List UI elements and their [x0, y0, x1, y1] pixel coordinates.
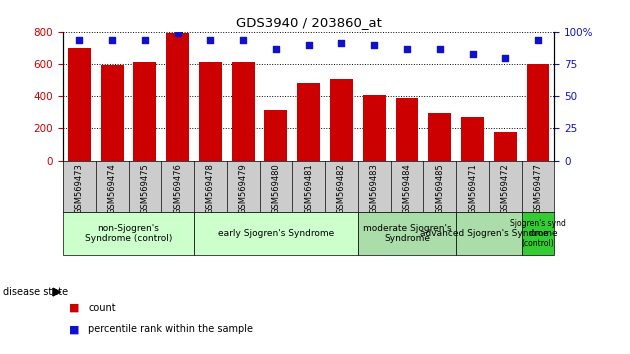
Point — [467, 51, 478, 57]
Text: GSM569472: GSM569472 — [501, 163, 510, 214]
Text: Sjogren's synd
rome
(control): Sjogren's synd rome (control) — [510, 218, 566, 249]
Point — [402, 46, 412, 51]
Bar — [363, 95, 386, 160]
Bar — [330, 79, 353, 160]
Title: GDS3940 / 203860_at: GDS3940 / 203860_at — [236, 16, 382, 29]
Bar — [297, 83, 320, 160]
Text: disease state: disease state — [3, 287, 68, 297]
Text: GSM569479: GSM569479 — [239, 163, 248, 214]
Bar — [232, 62, 255, 160]
Bar — [494, 132, 517, 160]
Text: GSM569478: GSM569478 — [206, 163, 215, 214]
Text: GSM569476: GSM569476 — [173, 163, 182, 214]
Bar — [166, 34, 189, 160]
Point — [238, 37, 248, 42]
Point — [107, 37, 117, 42]
Text: GSM569482: GSM569482 — [337, 163, 346, 214]
Text: GSM569484: GSM569484 — [403, 163, 411, 214]
Point — [435, 46, 445, 51]
Text: GSM569483: GSM569483 — [370, 163, 379, 214]
Bar — [358, 212, 456, 255]
Point — [369, 42, 379, 47]
Bar — [199, 62, 222, 160]
Text: GSM569473: GSM569473 — [75, 163, 84, 214]
Point — [74, 37, 84, 42]
Point — [173, 30, 183, 36]
Text: GSM569481: GSM569481 — [304, 163, 313, 214]
Bar — [194, 212, 358, 255]
Text: GSM569480: GSM569480 — [272, 163, 280, 214]
Text: non-Sjogren's
Syndrome (control): non-Sjogren's Syndrome (control) — [85, 224, 172, 243]
Text: GSM569471: GSM569471 — [468, 163, 477, 214]
Point — [271, 46, 281, 51]
Bar — [134, 62, 156, 160]
Text: advanced Sjogren's Syndrome: advanced Sjogren's Syndrome — [420, 229, 558, 238]
Bar — [456, 212, 522, 255]
Text: ■: ■ — [69, 303, 80, 313]
Text: GSM569475: GSM569475 — [140, 163, 149, 214]
Point — [500, 55, 510, 61]
Point — [140, 37, 150, 42]
Bar — [522, 212, 554, 255]
Bar — [428, 113, 451, 160]
Bar — [396, 98, 418, 160]
Text: moderate Sjogren's
Syndrome: moderate Sjogren's Syndrome — [363, 224, 451, 243]
Point — [533, 37, 543, 42]
Bar — [461, 117, 484, 160]
Bar — [265, 110, 287, 160]
Bar — [68, 48, 91, 160]
Point — [304, 42, 314, 47]
Point — [336, 41, 346, 46]
Text: GSM569474: GSM569474 — [108, 163, 117, 214]
Bar — [101, 65, 123, 160]
Text: GSM569477: GSM569477 — [534, 163, 542, 214]
Text: count: count — [88, 303, 116, 313]
Bar — [63, 212, 194, 255]
Text: early Sjogren's Syndrome: early Sjogren's Syndrome — [218, 229, 334, 238]
Bar — [527, 64, 549, 160]
Point — [205, 37, 215, 42]
Text: GSM569485: GSM569485 — [435, 163, 444, 214]
Text: ■: ■ — [69, 324, 80, 334]
Text: percentile rank within the sample: percentile rank within the sample — [88, 324, 253, 334]
